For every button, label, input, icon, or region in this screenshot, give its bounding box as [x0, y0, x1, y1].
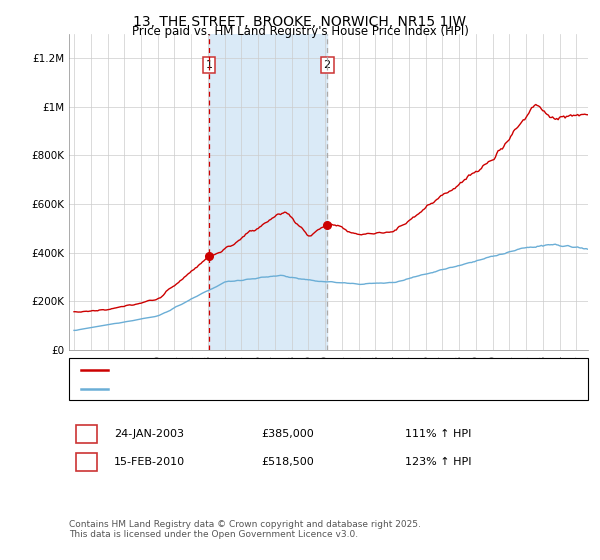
- Text: 111% ↑ HPI: 111% ↑ HPI: [405, 429, 472, 439]
- Text: 2: 2: [83, 457, 90, 467]
- Text: £385,000: £385,000: [261, 429, 314, 439]
- Text: 2: 2: [323, 60, 331, 70]
- Text: Price paid vs. HM Land Registry's House Price Index (HPI): Price paid vs. HM Land Registry's House …: [131, 25, 469, 38]
- Text: 24-JAN-2003: 24-JAN-2003: [114, 429, 184, 439]
- Text: 13, THE STREET, BROOKE, NORWICH, NR15 1JW (detached house): 13, THE STREET, BROOKE, NORWICH, NR15 1J…: [114, 365, 458, 375]
- Text: 13, THE STREET, BROOKE, NORWICH, NR15 1JW: 13, THE STREET, BROOKE, NORWICH, NR15 1J…: [133, 15, 467, 29]
- Bar: [209, 34, 327, 350]
- Text: 1: 1: [83, 429, 90, 439]
- Text: 123% ↑ HPI: 123% ↑ HPI: [405, 457, 472, 467]
- Text: HPI: Average price, detached house, South Norfolk: HPI: Average price, detached house, Sout…: [114, 384, 378, 394]
- Text: Contains HM Land Registry data © Crown copyright and database right 2025.
This d: Contains HM Land Registry data © Crown c…: [69, 520, 421, 539]
- Text: £518,500: £518,500: [261, 457, 314, 467]
- Text: 1: 1: [206, 60, 212, 70]
- Text: 15-FEB-2010: 15-FEB-2010: [114, 457, 185, 467]
